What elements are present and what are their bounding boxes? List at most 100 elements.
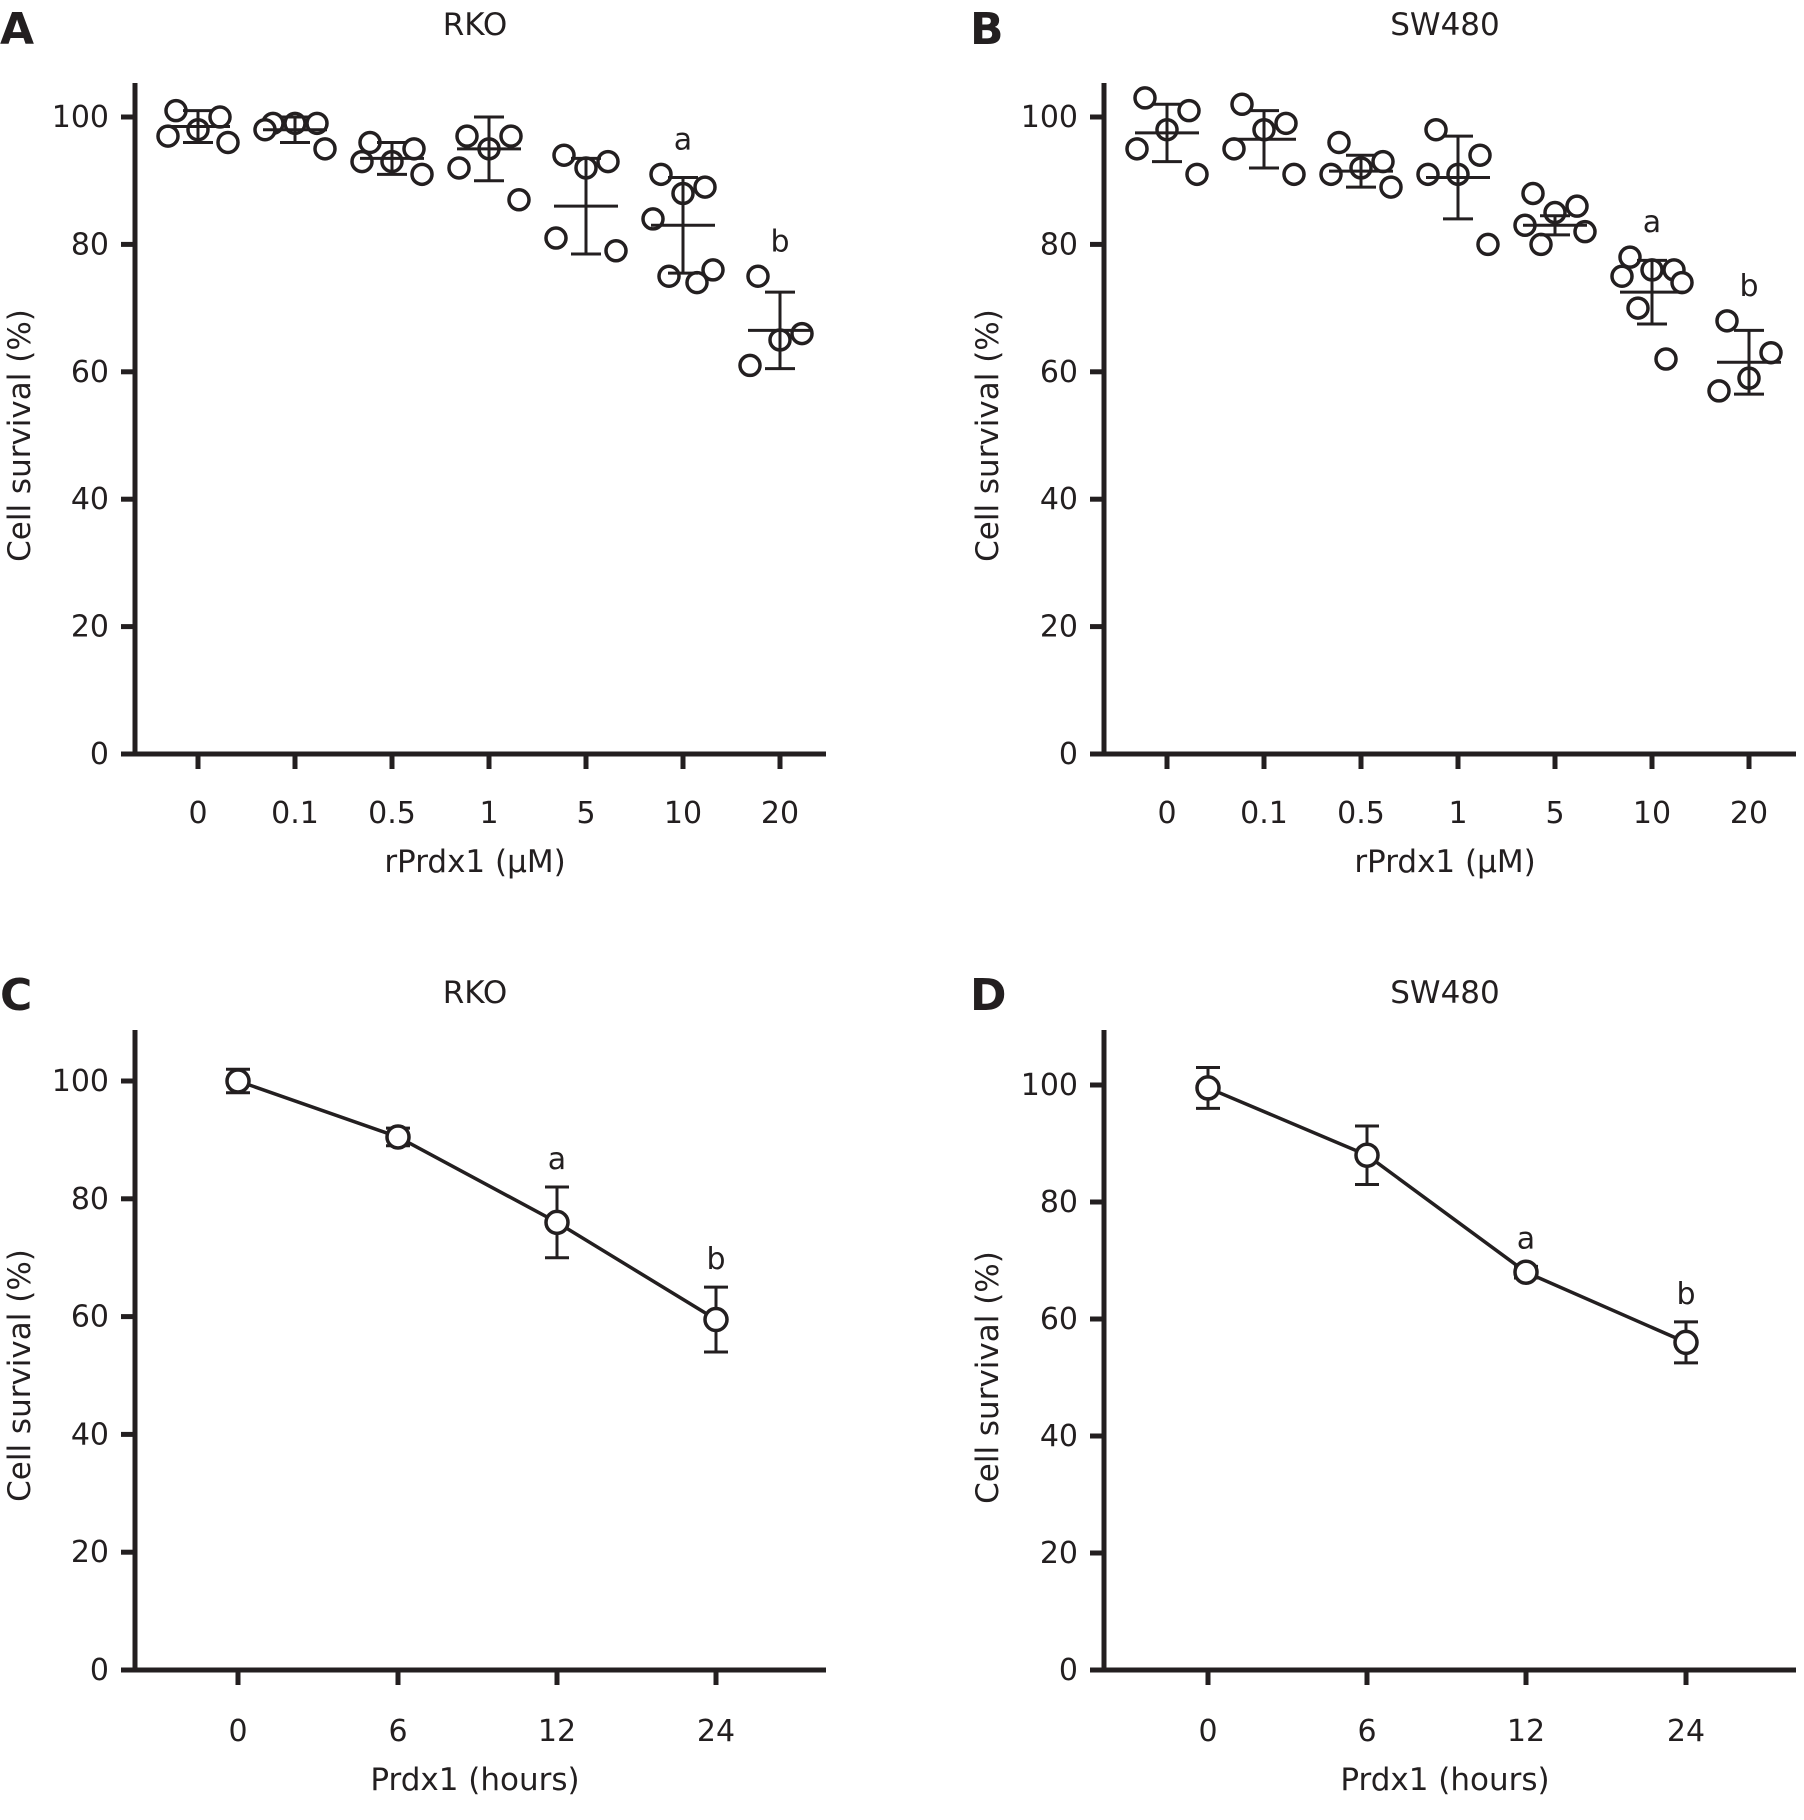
- x-tick-label: 5: [576, 796, 595, 831]
- data-point: [746, 264, 770, 288]
- data-point: [1476, 232, 1500, 257]
- data-point: [1185, 162, 1209, 187]
- y-tick-label: 40: [71, 482, 109, 517]
- data-point: [447, 156, 471, 180]
- x-tick-label: 24: [1667, 1714, 1705, 1749]
- y-tick-label: 100: [52, 100, 109, 135]
- y-tick-label: 40: [71, 1417, 109, 1452]
- y-tick-label: 60: [71, 355, 109, 390]
- x-tick-label: 12: [538, 1714, 576, 1749]
- chart-title: SW480: [1390, 7, 1500, 43]
- y-tick-label: 100: [1021, 100, 1078, 135]
- data-point: [1327, 130, 1351, 155]
- significance-label: a: [548, 1142, 566, 1177]
- significance-label: a: [1517, 1221, 1535, 1256]
- data-point: [1707, 379, 1731, 403]
- x-tick-label: 0.5: [368, 796, 416, 831]
- x-tick-label: 0.1: [271, 796, 319, 831]
- data-point: [649, 162, 673, 187]
- y-tick-label: 80: [71, 227, 109, 262]
- data-point: [410, 162, 434, 187]
- chart-panel-a: A RKO 0 20 40 60 80 100 0 0.1 0.5 1 5 10 20 rPrdx1 (μM)…: [0, 4, 826, 880]
- data-point: [1673, 1329, 1699, 1356]
- y-axis-label: Cell survival (%): [970, 1251, 1006, 1504]
- data-point: [1618, 245, 1642, 269]
- y-tick-label: 80: [1040, 227, 1078, 262]
- y-tick-label: 60: [1040, 355, 1078, 390]
- data-point: [1521, 181, 1545, 206]
- x-tick-label: 10: [664, 796, 702, 831]
- x-tick-label: 1: [479, 796, 498, 831]
- data-point: [385, 1124, 411, 1150]
- x-axis-label: rPrdx1 (μM): [384, 844, 565, 880]
- data-point: [216, 130, 240, 155]
- significance-label: b: [1676, 1277, 1695, 1312]
- panel-letter: B: [970, 4, 1004, 55]
- panel-letter: C: [0, 970, 32, 1021]
- x-tick-label: 10: [1633, 796, 1671, 831]
- data-point: [1354, 1142, 1380, 1168]
- x-axis-label: Prdx1 (hours): [370, 1762, 579, 1798]
- x-tick-label: 0.1: [1240, 796, 1288, 831]
- data-point: [1195, 1075, 1221, 1101]
- data-point: [693, 175, 717, 199]
- significance-label: b: [1739, 269, 1758, 304]
- data-point: [1626, 296, 1650, 320]
- data-point: [1125, 137, 1149, 161]
- data-point: [1133, 86, 1157, 110]
- y-axis-label: Cell survival (%): [2, 1249, 38, 1502]
- y-tick-label: 80: [71, 1182, 109, 1217]
- x-tick-label: 6: [388, 1714, 407, 1749]
- chart-title: RKO: [443, 7, 508, 43]
- y-tick-label: 20: [1040, 610, 1078, 645]
- x-tick-label: 24: [697, 1714, 735, 1749]
- data-point: [1759, 340, 1783, 365]
- significance-label: a: [1643, 205, 1661, 240]
- data-point: [1610, 264, 1634, 288]
- data-point: [596, 149, 620, 174]
- y-tick-label: 80: [1040, 1185, 1078, 1220]
- x-tick-label: 6: [1357, 1714, 1376, 1749]
- y-axis-label: Cell survival (%): [970, 309, 1006, 562]
- data-point: [1565, 194, 1589, 218]
- chart-title: RKO: [443, 975, 508, 1011]
- x-tick-label: 20: [761, 796, 799, 831]
- y-tick-label: 0: [90, 737, 109, 772]
- data-point: [1274, 111, 1298, 136]
- y-tick-label: 40: [1040, 1419, 1078, 1454]
- x-tick-label: 0: [228, 1714, 247, 1749]
- x-tick-label: 0: [188, 796, 207, 831]
- data-point: [701, 258, 725, 282]
- data-point: [225, 1068, 251, 1094]
- series-line: [1207, 1086, 1687, 1345]
- x-axis-label: rPrdx1 (μM): [1354, 844, 1535, 880]
- data-point: [703, 1306, 729, 1333]
- chart-panel-d: D SW480 0 20 40 60 80 100 0 6 12 24 Prdx1 (hours) Cel…: [970, 970, 1796, 1798]
- data-point: [738, 353, 762, 378]
- x-tick-label: 0: [1198, 1714, 1217, 1749]
- data-point: [544, 1209, 570, 1236]
- data-point: [685, 270, 709, 295]
- x-tick-label: 0.5: [1337, 796, 1385, 831]
- y-tick-label: 60: [1040, 1302, 1078, 1337]
- data-point: [604, 239, 628, 263]
- x-tick-label: 12: [1507, 1714, 1545, 1749]
- data-point: [544, 226, 568, 250]
- data-point: [1416, 162, 1440, 187]
- data-point: [313, 137, 337, 161]
- data-point: [1670, 270, 1694, 295]
- x-axis-label: Prdx1 (hours): [1340, 1762, 1549, 1798]
- panel-letter: A: [0, 4, 34, 55]
- data-point: [1715, 309, 1739, 333]
- x-tick-label: 0: [1157, 796, 1176, 831]
- y-tick-label: 20: [71, 610, 109, 645]
- data-point: [156, 124, 180, 148]
- data-point: [499, 124, 523, 148]
- x-tick-label: 20: [1730, 796, 1768, 831]
- y-tick-label: 100: [1021, 1068, 1078, 1103]
- data-point: [1379, 175, 1403, 199]
- data-point: [1282, 162, 1306, 187]
- y-axis-label: Cell survival (%): [2, 309, 38, 562]
- data-point: [455, 124, 479, 148]
- y-tick-label: 0: [90, 1653, 109, 1688]
